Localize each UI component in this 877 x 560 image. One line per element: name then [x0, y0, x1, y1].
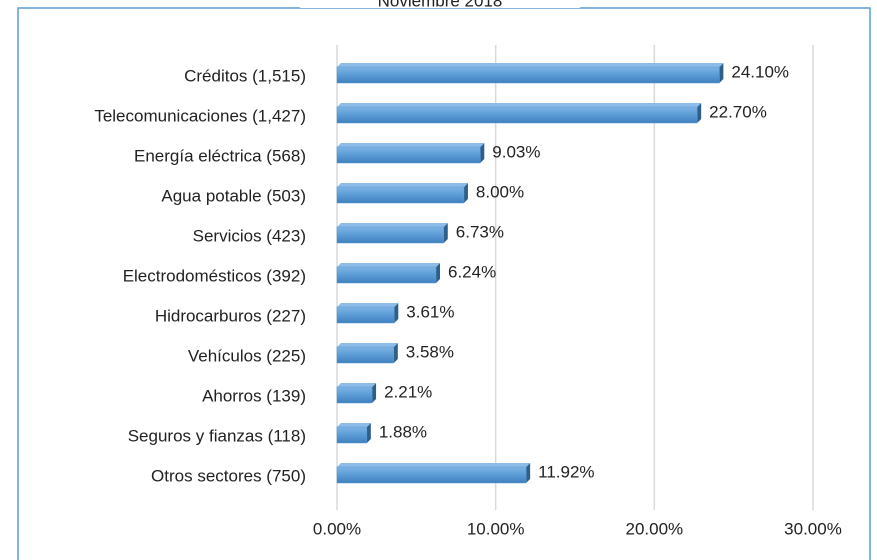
bar-top	[337, 463, 531, 467]
data-label: 24.10%	[731, 62, 789, 81]
data-label: 6.73%	[456, 222, 504, 241]
bar-top	[337, 423, 371, 427]
x-tick-label: 0.00%	[313, 519, 361, 538]
bar-top	[337, 63, 724, 67]
bar	[336, 186, 465, 204]
data-label: 2.21%	[384, 382, 432, 401]
bar-side	[436, 263, 441, 283]
data-label: 8.00%	[476, 182, 524, 201]
bar	[336, 426, 368, 444]
bar-side	[366, 423, 371, 443]
bar-side	[697, 103, 702, 123]
bar-side	[719, 63, 724, 83]
data-label: 11.92%	[538, 462, 594, 481]
title-backdrop	[300, 0, 580, 8]
bar-side	[372, 383, 377, 403]
x-tick-label: 30.00%	[784, 519, 842, 538]
y-tick-label: Agua potable (503)	[161, 186, 306, 205]
bar	[336, 306, 395, 324]
data-label: 9.03%	[492, 142, 540, 161]
y-tick-label: Telecomunicaciones (1,427)	[94, 106, 306, 125]
bar-top	[337, 383, 377, 387]
y-tick-label: Créditos (1,515)	[184, 66, 306, 85]
bar-top	[337, 263, 441, 267]
x-tick-label: 20.00%	[625, 519, 683, 538]
bar-side	[463, 183, 468, 203]
bar-top	[337, 183, 468, 187]
data-label: 22.70%	[709, 102, 767, 121]
y-tick-label: Ahorros (139)	[202, 386, 306, 405]
bar-top	[337, 143, 485, 147]
y-tick-label: Servicios (423)	[193, 226, 306, 245]
y-tick-label: Hidrocarburos (227)	[155, 306, 306, 325]
y-tick-label: Energía eléctrica (568)	[134, 146, 306, 165]
bar-top	[337, 303, 399, 307]
data-label: 6.24%	[448, 262, 496, 281]
x-tick-label: 10.00%	[467, 519, 525, 538]
chart-title: Noviembre 2018	[378, 0, 503, 10]
y-tick-label: Otros sectores (750)	[151, 466, 306, 485]
bar	[336, 146, 481, 164]
y-tick-label: Vehículos (225)	[188, 346, 306, 365]
bar-top	[337, 103, 702, 107]
bar-side	[480, 143, 485, 163]
bar	[336, 106, 698, 124]
bar-side	[526, 463, 531, 483]
bar	[336, 226, 445, 244]
bar-side	[393, 343, 398, 363]
y-tick-label: Seguros y fianzas (118)	[128, 426, 306, 445]
bar	[336, 346, 395, 364]
bar-side	[443, 223, 448, 243]
data-label: 1.88%	[379, 422, 427, 441]
bar	[336, 66, 720, 84]
bar	[336, 386, 373, 404]
bar	[336, 466, 527, 484]
y-tick-label: Electrodomésticos (392)	[123, 266, 306, 285]
bar-top	[337, 343, 398, 347]
data-label: 3.58%	[406, 342, 454, 361]
data-label: 3.61%	[406, 302, 454, 321]
bar-top	[337, 223, 448, 227]
bar-side	[394, 303, 399, 323]
bar	[336, 266, 437, 284]
